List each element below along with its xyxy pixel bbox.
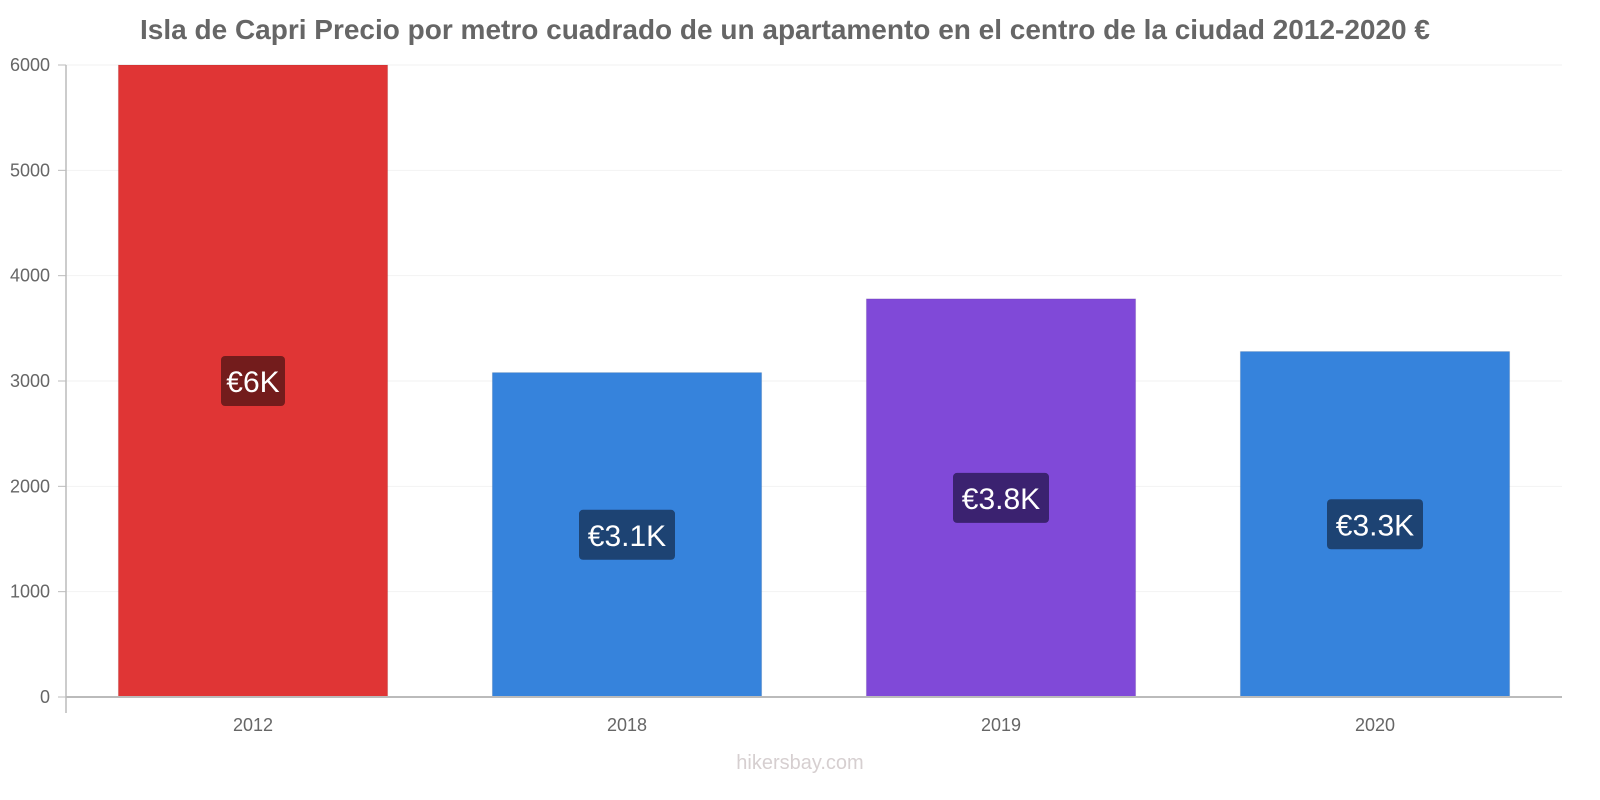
bar (117, 64, 389, 698)
y-tick-label: 6000 (10, 55, 50, 75)
x-tick-label: 2018 (607, 715, 647, 735)
data-labels: €6K €3.1K €3.8K €3.3K (221, 356, 1423, 560)
data-label-box (1327, 499, 1423, 550)
data-label: €3.8K (962, 483, 1040, 516)
data-label: €3.1K (588, 520, 666, 553)
watermark: hikersbay.com (736, 752, 864, 774)
x-tick-label: 2019 (981, 715, 1021, 735)
x-tick-label: 2012 (233, 715, 273, 735)
y-tick-label: 0 (40, 687, 50, 707)
x-tick-label: 2020 (1355, 715, 1395, 735)
axes (65, 65, 1562, 713)
y-tick-label: 1000 (10, 582, 50, 602)
data-label-box (221, 356, 285, 406)
data-label: €6K (226, 366, 279, 399)
data-label-box (953, 472, 1049, 523)
y-tick-label: 2000 (10, 476, 50, 496)
data-label-box (579, 509, 675, 560)
bars (117, 64, 1511, 698)
y-tick-label: 5000 (10, 160, 50, 180)
y-tick-label: 3000 (10, 371, 50, 391)
chart-title: Isla de Capri Precio por metro cuadrado … (140, 14, 1430, 45)
data-label: €3.3K (1336, 509, 1414, 542)
y-tick-label: 4000 (10, 266, 50, 286)
y-axis-ticks: 0 1000 2000 3000 4000 5000 6000 (10, 55, 66, 707)
x-axis-ticks: 2012 2018 2019 2020 (233, 715, 1395, 735)
